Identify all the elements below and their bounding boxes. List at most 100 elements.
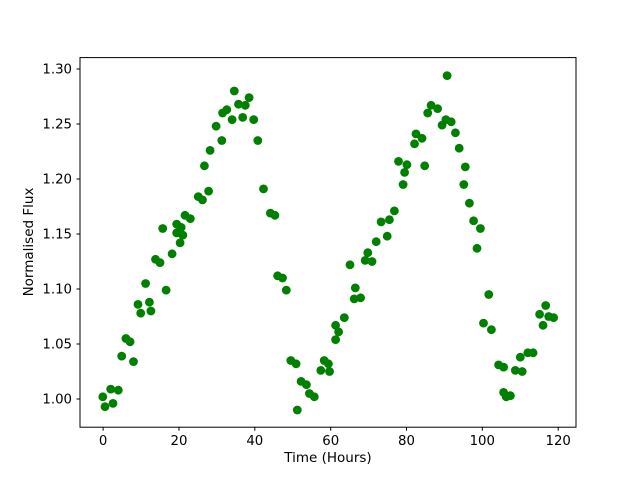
data-point bbox=[460, 162, 470, 172]
data-point bbox=[538, 320, 548, 330]
data-point bbox=[324, 359, 333, 369]
data-point bbox=[146, 306, 156, 316]
data-point bbox=[371, 237, 381, 247]
data-point bbox=[382, 231, 392, 241]
data-point bbox=[517, 367, 527, 376]
data-point bbox=[367, 257, 377, 266]
data-point bbox=[442, 71, 452, 80]
x-tick-label: 120 bbox=[546, 434, 571, 449]
data-point bbox=[136, 308, 146, 318]
data-point bbox=[259, 184, 268, 194]
data-point bbox=[200, 161, 209, 171]
data-point bbox=[253, 136, 263, 145]
data-point bbox=[394, 157, 403, 166]
y-tick-label: 1.25 bbox=[42, 118, 72, 133]
data-point bbox=[535, 309, 544, 319]
data-point bbox=[249, 115, 259, 124]
data-point bbox=[465, 198, 474, 208]
x-tick-label: 60 bbox=[322, 434, 339, 449]
data-point bbox=[454, 143, 464, 153]
data-point bbox=[410, 139, 419, 149]
data-point bbox=[129, 357, 138, 366]
data-point bbox=[541, 301, 551, 310]
data-point bbox=[217, 136, 227, 145]
data-point bbox=[325, 367, 334, 376]
data-point bbox=[479, 318, 488, 328]
data-point bbox=[476, 224, 485, 233]
data-point bbox=[356, 293, 365, 303]
data-point bbox=[385, 215, 394, 225]
data-point bbox=[270, 210, 280, 220]
y-tick-label: 1.20 bbox=[42, 173, 72, 188]
x-tick-label: 20 bbox=[171, 434, 188, 449]
data-point bbox=[376, 217, 386, 227]
data-point bbox=[178, 230, 188, 240]
data-point bbox=[309, 392, 319, 402]
data-point bbox=[334, 327, 343, 337]
data-point bbox=[108, 399, 118, 408]
data-point bbox=[205, 146, 215, 155]
data-point bbox=[100, 402, 110, 412]
data-point bbox=[515, 352, 525, 362]
data-point bbox=[331, 320, 340, 330]
data-point bbox=[350, 283, 360, 293]
data-point bbox=[331, 335, 340, 344]
data-point bbox=[222, 105, 232, 115]
y-tick-label: 1.00 bbox=[42, 393, 72, 408]
data-point bbox=[446, 117, 456, 127]
y-tick-label: 1.15 bbox=[42, 228, 72, 243]
data-point bbox=[426, 100, 436, 110]
y-axis-title: Normalised Flux bbox=[21, 187, 37, 297]
data-point bbox=[229, 86, 239, 96]
data-point bbox=[549, 313, 558, 322]
data-point bbox=[292, 405, 302, 415]
data-point bbox=[528, 348, 538, 358]
data-point bbox=[106, 384, 116, 394]
x-tick-label: 40 bbox=[246, 434, 263, 449]
data-point bbox=[211, 121, 221, 131]
data-point bbox=[316, 366, 326, 375]
x-tick-label: 80 bbox=[398, 434, 415, 449]
data-point bbox=[423, 108, 433, 118]
data-point bbox=[402, 160, 412, 170]
data-point bbox=[158, 224, 168, 233]
data-point bbox=[113, 385, 123, 395]
y-tick-label: 1.05 bbox=[42, 338, 72, 353]
data-point bbox=[420, 161, 430, 171]
data-point bbox=[390, 206, 399, 216]
x-axis-title: Time (Hours) bbox=[284, 450, 372, 466]
data-point bbox=[400, 168, 409, 177]
data-point bbox=[484, 290, 494, 299]
data-point bbox=[185, 214, 195, 224]
y-tick-label: 1.10 bbox=[42, 283, 72, 298]
data-point bbox=[98, 392, 108, 402]
data-point bbox=[204, 186, 214, 196]
data-point bbox=[417, 133, 427, 143]
data-point bbox=[291, 359, 301, 369]
data-point bbox=[398, 180, 408, 189]
data-point bbox=[198, 195, 207, 205]
data-point bbox=[360, 256, 370, 265]
data-point bbox=[244, 93, 254, 102]
data-point bbox=[451, 128, 460, 138]
data-point bbox=[499, 362, 508, 372]
data-point bbox=[238, 113, 248, 122]
data-point bbox=[510, 366, 520, 375]
data-point bbox=[155, 258, 165, 267]
data-point bbox=[506, 391, 515, 401]
data-point bbox=[167, 249, 177, 259]
data-point bbox=[141, 279, 151, 288]
axes-border bbox=[79, 57, 577, 428]
data-point bbox=[125, 337, 135, 347]
data-point bbox=[363, 248, 373, 258]
data-point bbox=[472, 243, 482, 253]
data-point bbox=[133, 300, 143, 309]
data-point bbox=[176, 223, 186, 232]
data-point bbox=[175, 238, 185, 248]
data-point bbox=[117, 351, 127, 361]
data-point bbox=[145, 297, 154, 307]
data-point bbox=[433, 104, 442, 113]
data-point bbox=[240, 100, 250, 110]
